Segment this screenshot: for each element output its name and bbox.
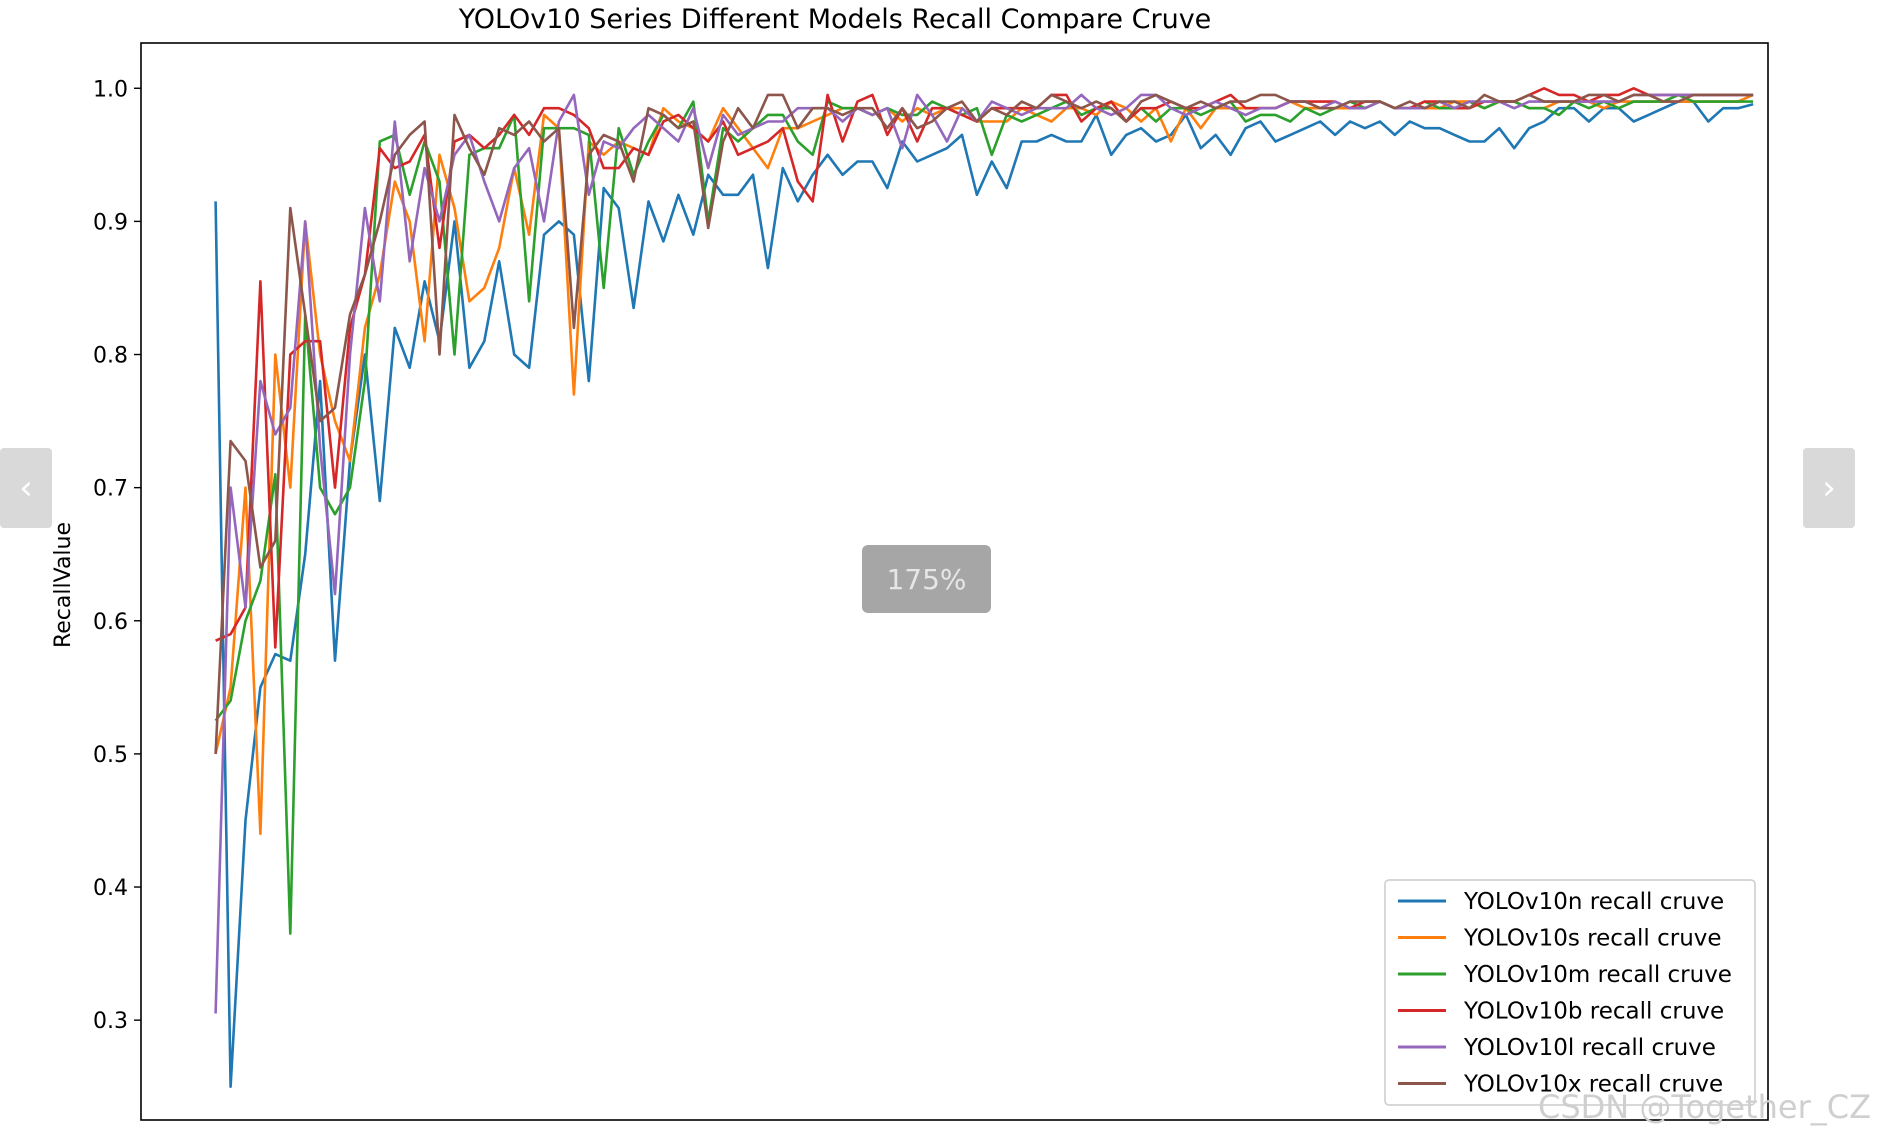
legend-label: YOLOv10n recall cruve — [1463, 889, 1724, 915]
chart-title: YOLOv10 Series Different Models Recall C… — [458, 4, 1212, 35]
legend-label: YOLOv10s recall cruve — [1463, 926, 1722, 952]
series-line-3 — [214, 93, 1754, 935]
watermark: CSDN @Together_CZ — [1538, 1088, 1872, 1126]
y-tick-label: 0.7 — [93, 477, 128, 502]
series-line-6 — [214, 93, 1754, 754]
zoom-level-badge: 175% — [862, 545, 991, 613]
legend-label: YOLOv10l recall cruve — [1463, 1035, 1716, 1061]
y-axis-ticks: 0.3 0.4 0.5 0.6 0.7 0.8 0.9 1.0 — [93, 77, 141, 1034]
legend-label: YOLOv10x recall cruve — [1463, 1072, 1723, 1098]
y-tick-label: 0.4 — [93, 876, 128, 901]
y-axis-label: RecallValue — [51, 522, 76, 648]
legend-box — [1384, 879, 1756, 1106]
legend: YOLOv10n recall cruve YOLOv10s recall cru… — [1384, 879, 1756, 1106]
chevron-left-icon: ‹ — [19, 468, 33, 508]
y-tick-label: 1.0 — [93, 77, 128, 102]
y-tick-label: 0.8 — [93, 344, 128, 369]
chevron-right-icon: › — [1822, 468, 1836, 508]
plot-lines — [214, 87, 1754, 1088]
y-tick-label: 0.5 — [93, 743, 128, 768]
y-tick-label: 0.9 — [93, 210, 128, 235]
previous-image-button[interactable]: ‹ — [0, 448, 52, 528]
series-line-1 — [214, 100, 1754, 1088]
y-tick-label: 0.6 — [93, 610, 128, 635]
y-tick-label: 0.3 — [93, 1009, 128, 1034]
next-image-button[interactable]: › — [1803, 448, 1855, 528]
plot-frame — [140, 42, 1769, 1121]
legend-label: YOLOv10b recall cruve — [1463, 999, 1724, 1025]
legend-label: YOLOv10m recall cruve — [1463, 962, 1732, 988]
